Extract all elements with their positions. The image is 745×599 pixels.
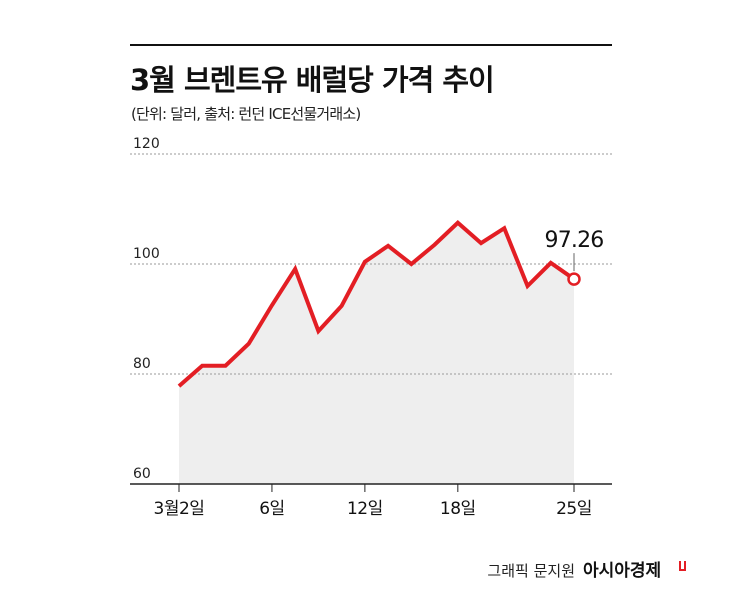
end-marker: [567, 272, 581, 286]
x-tick-label: 3월2일: [154, 499, 205, 519]
y-tick-label: 100: [133, 246, 160, 262]
x-tick-label: 12일: [347, 499, 383, 519]
credit: 그래픽 문지원: [487, 562, 575, 580]
x-tick-label: 25일: [556, 499, 592, 519]
y-tick-label: 60: [133, 466, 151, 482]
line: [177, 220, 576, 388]
area: [179, 222, 574, 484]
publisher: 아시아경제: [583, 561, 661, 581]
publisher-mark: [679, 561, 686, 571]
chart-subtitle: (단위: 달러, 출처: 런던 ICE선물거래소): [131, 105, 360, 123]
chart-title: 3월 브렌트유 배럴당 가격 추이: [130, 63, 494, 97]
x-tick-label: 6일: [259, 499, 284, 519]
x-tick-label: 18일: [440, 499, 476, 519]
value-label: 97.26: [545, 228, 604, 253]
y-tick-label: 80: [133, 356, 151, 372]
y-tick-label: 120: [133, 136, 160, 152]
